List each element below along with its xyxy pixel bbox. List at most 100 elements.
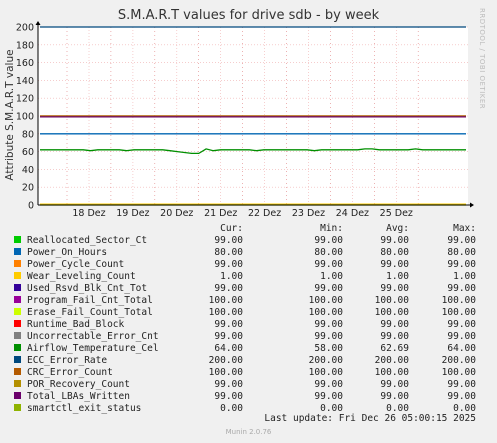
legend-value-max: 0.00 (453, 403, 476, 414)
legend-swatch (14, 320, 21, 327)
legend-value-avg: 99.00 (380, 259, 409, 270)
legend-value-cur: 100.00 (209, 307, 244, 318)
legend-value-avg: 99.00 (380, 391, 409, 402)
legend-value-cur: 100.00 (209, 367, 244, 378)
legend-swatch (14, 272, 21, 279)
y-tick-label: 40 (22, 165, 34, 176)
legend-value-max: 100.00 (442, 307, 477, 318)
legend-value-max: 99.00 (447, 391, 476, 402)
legend-swatch (14, 404, 21, 411)
legend-value-avg: 100.00 (375, 295, 410, 306)
legend-value-cur: 200.00 (209, 355, 244, 366)
legend-value-min: 0.00 (320, 403, 343, 414)
legend-value-min: 99.00 (314, 379, 343, 390)
legend-value-avg: 99.00 (380, 319, 409, 330)
chart-svg: 0 20 40 60 80 100 120 140 160 180 200 18 Dez 19 Dez 2… (4, 21, 477, 424)
legend-value-cur: 64.00 (214, 343, 243, 354)
legend-value-max: 99.00 (447, 235, 476, 246)
x-tick-label: 20 Dez (160, 208, 193, 219)
legend-series-name: POR_Recovery_Count (27, 379, 130, 390)
legend-value-cur: 0.00 (220, 403, 243, 414)
y-tick-label: 180 (16, 40, 34, 51)
legend-value-avg: 99.00 (380, 283, 409, 294)
legend-value-avg: 200.00 (375, 355, 410, 366)
legend-header-avg: Avg: (386, 223, 409, 234)
series-lines (40, 26, 466, 206)
legend-swatch (14, 368, 21, 375)
legend-value-min: 100.00 (309, 307, 344, 318)
x-tick-label: 19 Dez (116, 208, 149, 219)
legend-swatch (14, 380, 21, 387)
legend-series-name: Used_Rsvd_Blk_Cnt_Tot (27, 283, 147, 294)
legend-value-max: 200.00 (442, 355, 477, 366)
legend-value-avg: 80.00 (380, 247, 409, 258)
x-tick-label: 18 Dez (72, 208, 105, 219)
legend-value-min: 99.00 (314, 331, 343, 342)
y-tick-label: 80 (22, 129, 34, 140)
legend-value-max: 99.00 (447, 379, 476, 390)
legend-value-max: 99.00 (447, 331, 476, 342)
legend-series-name: Uncorrectable_Error_Cnt (27, 331, 159, 342)
legend-header-max: Max: (453, 223, 476, 234)
x-tick-label: 24 Dez (336, 208, 369, 219)
legend-swatch (14, 332, 21, 339)
legend-series-name: Wear_Leveling_Count (27, 271, 136, 282)
legend-value-min: 58.00 (314, 343, 343, 354)
legend-value-cur: 99.00 (214, 259, 243, 270)
series-line-Airflow_Temperature_Cel (40, 148, 466, 155)
legend-value-avg: 100.00 (375, 307, 410, 318)
legend-value-max: 99.00 (447, 283, 476, 294)
legend-swatch (14, 284, 21, 291)
legend-swatch (14, 344, 21, 351)
legend-value-cur: 1.00 (220, 271, 243, 282)
x-tick-label: 25 Dez (380, 208, 413, 219)
legend-header-cur: Cur: (220, 223, 243, 234)
x-axis-arrow (470, 202, 474, 208)
legend-value-max: 99.00 (447, 319, 476, 330)
legend-value-cur: 99.00 (214, 331, 243, 342)
legend-value-min: 100.00 (309, 367, 344, 378)
legend-value-min: 99.00 (314, 319, 343, 330)
x-tick-label: 21 Dez (204, 208, 237, 219)
y-tick-label: 140 (16, 76, 34, 87)
legend-series-name: Power_Cycle_Count (27, 259, 124, 270)
legend-series-name: CRC_Error_Count (27, 367, 113, 378)
axes: 0 20 40 60 80 100 120 140 160 180 200 18 Dez 19 Dez 2… (16, 21, 474, 219)
x-tick-label: 23 Dez (292, 208, 325, 219)
legend-value-max: 64.00 (447, 343, 476, 354)
legend-value-cur: 99.00 (214, 391, 243, 402)
legend-series-name: smartctl_exit_status (27, 403, 141, 414)
legend-value-min: 99.00 (314, 283, 343, 294)
legend-value-avg: 99.00 (380, 379, 409, 390)
legend-value-avg: 99.00 (380, 235, 409, 246)
y-tick-label: 160 (16, 58, 34, 69)
legend-value-min: 99.00 (314, 391, 343, 402)
y-tick-label: 120 (16, 94, 34, 105)
legend-series-name: Program_Fail_Cnt_Total (27, 295, 153, 306)
legend-swatch (14, 392, 21, 399)
legend-series-name: Erase_Fail_Count_Total (27, 307, 153, 318)
legend-value-cur: 100.00 (209, 295, 244, 306)
munin-version: Munin 2.0.76 (225, 428, 272, 436)
legend-series-name: Runtime_Bad_Block (27, 319, 125, 330)
legend-value-max: 100.00 (442, 295, 477, 306)
legend-value-max: 100.00 (442, 367, 477, 378)
y-axis-arrow (35, 21, 41, 25)
rrdtool-credit: RRDTOOL / TOBI OETIKER (478, 8, 486, 110)
legend-value-max: 99.00 (447, 259, 476, 270)
legend-value-min: 80.00 (314, 247, 343, 258)
legend-value-min: 100.00 (309, 295, 344, 306)
legend-value-cur: 80.00 (214, 247, 243, 258)
legend-series-name: Power_On_Hours (27, 247, 107, 258)
legend-value-avg: 100.00 (375, 367, 410, 378)
legend-value-cur: 99.00 (214, 379, 243, 390)
legend-value-min: 99.00 (314, 259, 343, 270)
legend-series-name: ECC_Error_Rate (27, 355, 107, 366)
legend-value-max: 1.00 (453, 271, 476, 282)
legend-swatch (14, 236, 21, 243)
legend-swatch (14, 248, 21, 255)
legend-swatch (14, 260, 21, 267)
legend-value-cur: 99.00 (214, 235, 243, 246)
legend-series-name: Total_LBAs_Written (27, 391, 130, 402)
y-axis-label: Attribute S.M.A.R.T value (4, 49, 16, 180)
